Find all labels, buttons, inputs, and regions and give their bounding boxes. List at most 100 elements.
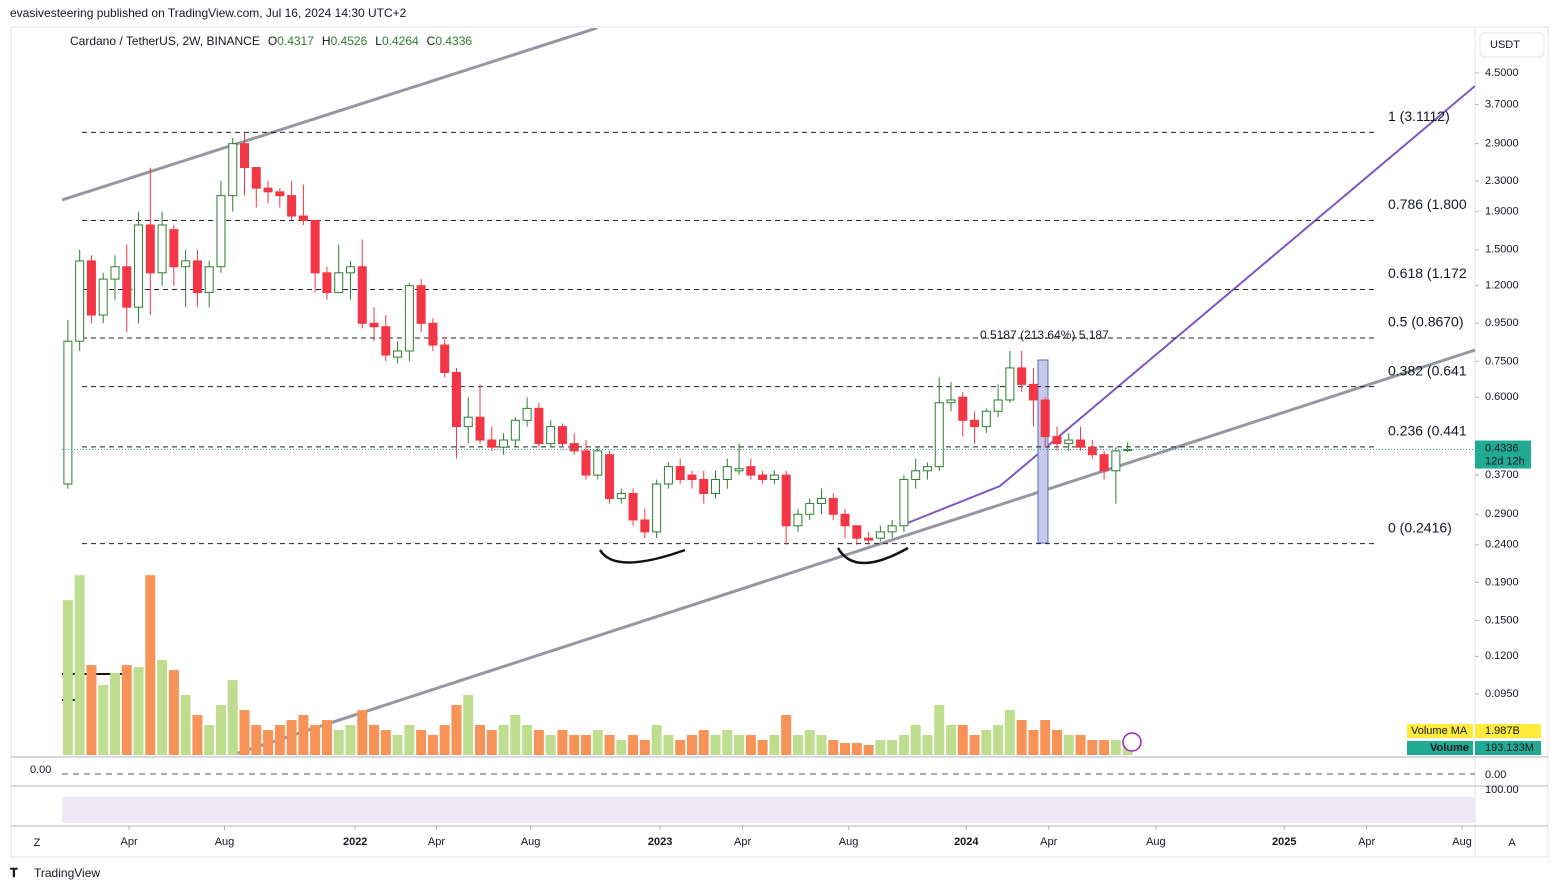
volume-bar bbox=[157, 660, 168, 755]
volume-bar bbox=[969, 735, 980, 755]
candle-body bbox=[275, 191, 285, 197]
volume-bar bbox=[251, 725, 262, 755]
candle-body bbox=[805, 503, 815, 515]
scale-button[interactable]: A bbox=[1508, 837, 1516, 849]
candle-body bbox=[157, 224, 167, 274]
volume-bar bbox=[227, 680, 238, 755]
volume-bar bbox=[946, 725, 957, 755]
volume-bar bbox=[369, 725, 380, 755]
volume-bar bbox=[745, 735, 756, 755]
volume-bar bbox=[698, 730, 709, 755]
volume-bar bbox=[1063, 735, 1074, 755]
volume-bar bbox=[121, 665, 132, 755]
volume-bar bbox=[498, 725, 509, 755]
candle-body bbox=[628, 492, 638, 521]
volume-bar bbox=[769, 735, 780, 755]
alert-icon[interactable] bbox=[1122, 732, 1142, 752]
candle-body bbox=[769, 474, 779, 480]
volume-bar bbox=[98, 685, 109, 755]
volume-bar bbox=[757, 740, 768, 755]
volume-bar bbox=[1016, 720, 1027, 755]
x-tick-label: Aug bbox=[521, 836, 541, 848]
candle-body bbox=[852, 525, 862, 539]
volume-bar bbox=[580, 735, 591, 755]
volume-bar bbox=[981, 730, 992, 755]
trend-line bbox=[231, 348, 1475, 755]
x-tick-label: Aug bbox=[1452, 836, 1472, 848]
header-text: 0.4336 bbox=[435, 34, 472, 48]
candle-body bbox=[216, 195, 226, 268]
volume-ma-name: Volume MA bbox=[1411, 725, 1468, 737]
candle-body bbox=[75, 260, 85, 342]
candle-body bbox=[887, 525, 897, 533]
scale-button[interactable]: Z bbox=[34, 837, 41, 849]
candle-body bbox=[240, 143, 250, 169]
volume-bar bbox=[416, 730, 427, 755]
volume-bar bbox=[993, 725, 1004, 755]
candle-body bbox=[393, 350, 403, 358]
volume-bar bbox=[133, 667, 144, 755]
volume-bar bbox=[639, 740, 650, 755]
y-tick-label: 2.9000 bbox=[1485, 138, 1519, 150]
volume-bar bbox=[604, 735, 615, 755]
volume-bar bbox=[792, 735, 803, 755]
volume-bar bbox=[239, 710, 250, 755]
volume-bar bbox=[663, 735, 674, 755]
candle-body bbox=[63, 340, 73, 485]
y-tick-label: 0.1500 bbox=[1485, 614, 1519, 626]
candle-body bbox=[369, 322, 379, 328]
y-tick-label: 2.3000 bbox=[1485, 175, 1519, 187]
candle-body bbox=[228, 143, 238, 197]
y-tick-label: 1.5000 bbox=[1485, 244, 1519, 256]
candle-body bbox=[110, 266, 120, 280]
rsi-band bbox=[62, 797, 1475, 823]
candle-body bbox=[1076, 439, 1086, 448]
x-tick-label: Apr bbox=[121, 836, 138, 848]
volume-bar bbox=[1075, 735, 1086, 755]
candle-body bbox=[345, 266, 355, 274]
volume-bar bbox=[1040, 720, 1051, 755]
header-text: H bbox=[322, 34, 331, 48]
candle-body bbox=[134, 224, 144, 308]
volume-bar bbox=[74, 575, 85, 755]
volume-bar bbox=[1051, 730, 1062, 755]
logo: TradingView bbox=[34, 866, 100, 880]
curve bbox=[836, 546, 909, 565]
candle-body bbox=[687, 474, 697, 480]
candle-body bbox=[86, 260, 96, 316]
volume-bar bbox=[522, 725, 533, 755]
candle-body bbox=[1028, 383, 1038, 401]
currency: USDT bbox=[1490, 39, 1520, 51]
candle-body bbox=[298, 215, 308, 221]
header-text: C bbox=[427, 34, 436, 48]
logo-mark: 𝐓 bbox=[10, 866, 18, 880]
pill bbox=[1475, 724, 1541, 738]
candle-body bbox=[946, 399, 956, 404]
volume bbox=[62, 575, 1133, 755]
x-tick-label: Aug bbox=[1146, 836, 1166, 848]
candle-body bbox=[652, 483, 662, 533]
volume-bar bbox=[345, 725, 356, 755]
y-tick-label: 1.9000 bbox=[1485, 206, 1519, 218]
volume-bar bbox=[404, 725, 415, 755]
candle-body bbox=[581, 450, 591, 476]
volume-bar bbox=[145, 575, 156, 755]
volume-bar bbox=[686, 735, 697, 755]
volume-bar bbox=[545, 735, 556, 755]
y-tick-label: 1.2000 bbox=[1485, 280, 1519, 292]
volume-bar bbox=[298, 715, 309, 755]
candle-body bbox=[1017, 367, 1027, 385]
volume-bar bbox=[628, 735, 639, 755]
volume-bar bbox=[533, 730, 544, 755]
y-tick-label: 0.1200 bbox=[1485, 650, 1519, 662]
volume-bar bbox=[957, 725, 968, 755]
fib-label: 0.618 (1.172 bbox=[1388, 265, 1467, 281]
candle-body bbox=[1040, 399, 1050, 438]
volume-bar bbox=[510, 715, 521, 755]
candle-body bbox=[934, 402, 944, 468]
currency-button[interactable] bbox=[1479, 32, 1545, 58]
volume-bar bbox=[310, 725, 321, 755]
volume-bar bbox=[463, 695, 474, 755]
candles bbox=[63, 132, 1133, 545]
candle-body bbox=[204, 266, 214, 294]
